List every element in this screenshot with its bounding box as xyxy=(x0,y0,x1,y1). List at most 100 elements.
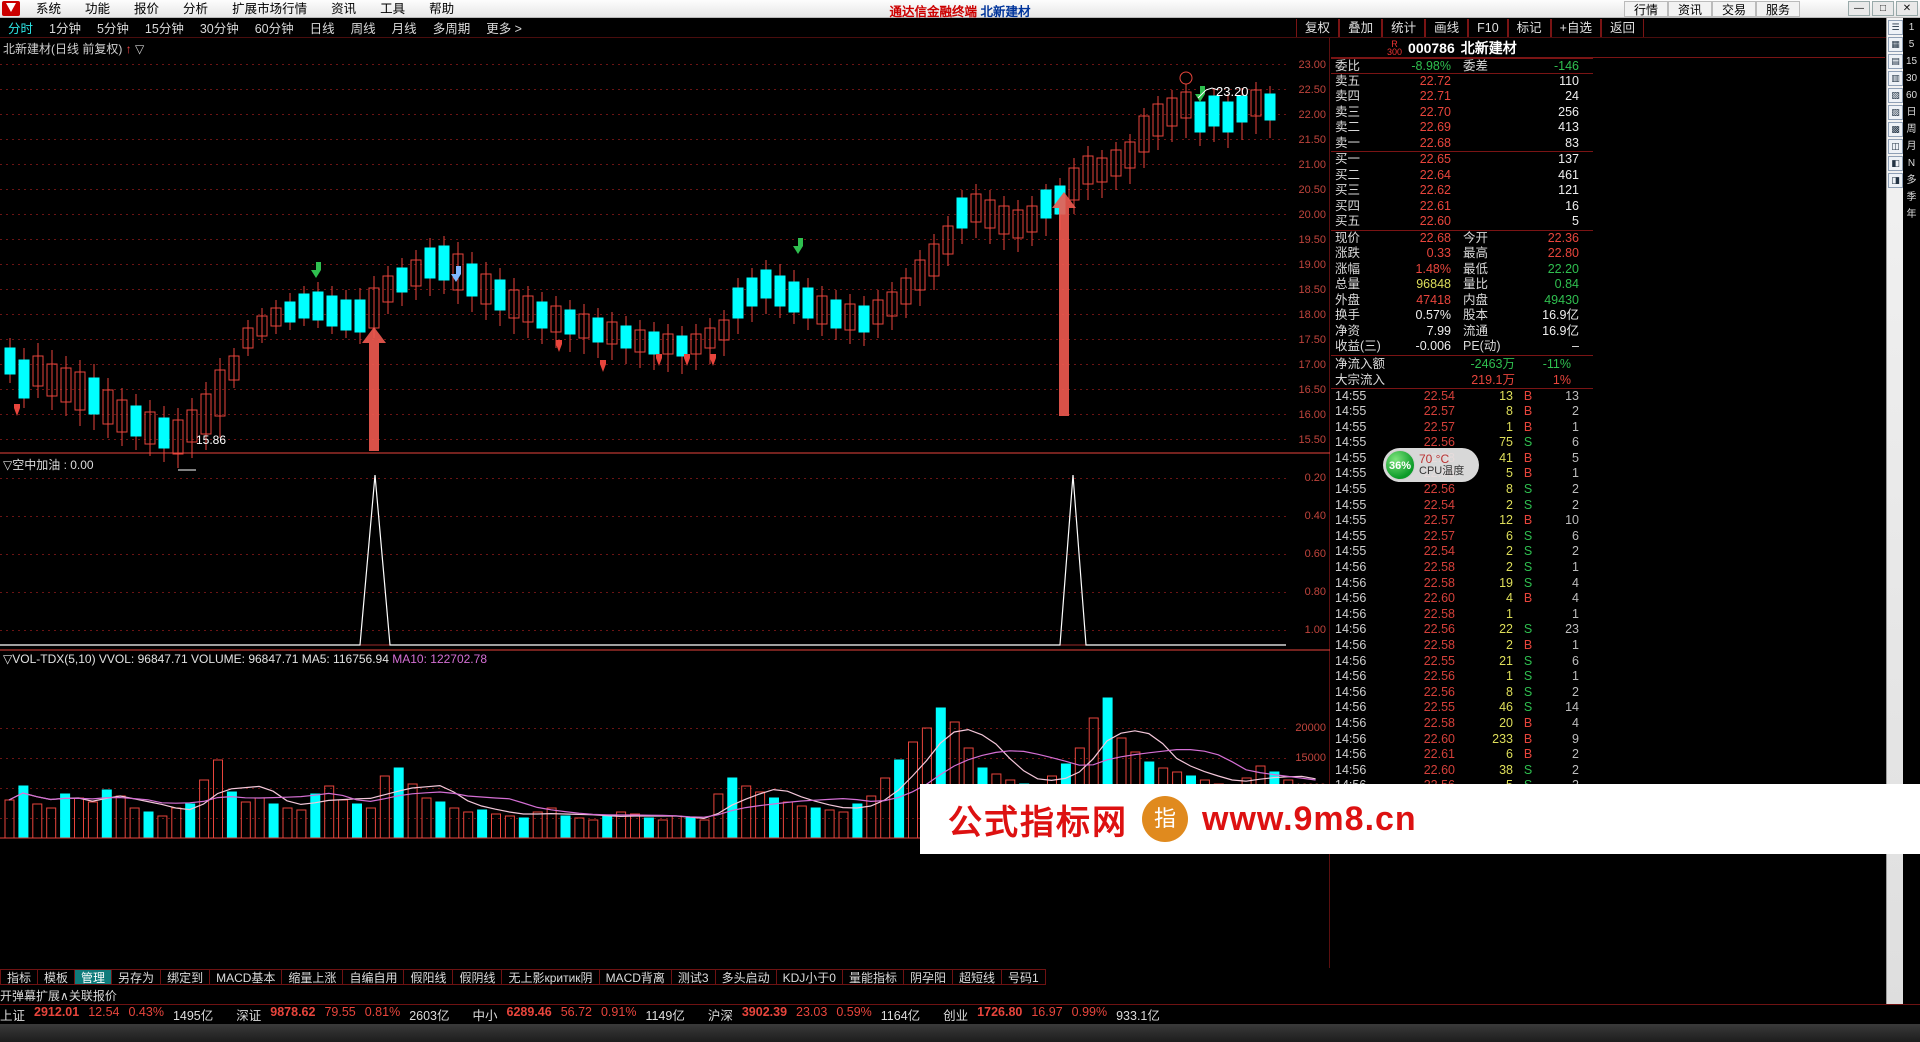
ask-level-row[interactable]: 卖二 22.69 413 xyxy=(1331,120,1593,136)
tick-row[interactable]: 14:55 22.54 13 B 13 xyxy=(1331,389,1593,405)
indicator-button[interactable]: KDJ小于0 xyxy=(775,969,843,985)
indicator-button[interactable]: MACD基本 xyxy=(209,969,283,985)
menu-item-system[interactable]: 系统 xyxy=(36,1,62,16)
indicator-button[interactable]: 假阴线 xyxy=(452,969,503,985)
tick-row[interactable]: 14:55 22.54 2 S 2 xyxy=(1331,498,1593,514)
tick-row[interactable]: 14:55 22.57 1 B 1 xyxy=(1331,420,1593,436)
rail-period-icon[interactable]: N xyxy=(1907,158,1916,169)
tab-trade[interactable]: 交易 xyxy=(1711,1,1756,17)
menu-item-news[interactable]: 资讯 xyxy=(331,1,357,16)
sub-indicator-title[interactable]: ▽空中加油 : 0.00 xyxy=(3,458,94,472)
rail-tool-icon[interactable]: ▧ xyxy=(1888,88,1903,103)
indicator-button[interactable]: 模板 xyxy=(37,969,76,985)
tick-row[interactable]: 14:56 22.56 8 S 2 xyxy=(1331,685,1593,701)
bid-level-row[interactable]: 买二 22.64 461 xyxy=(1331,168,1593,184)
toolbar-add-favorite[interactable]: +自选 xyxy=(1550,19,1601,37)
menu-item-extended-market[interactable]: 扩展市场行情 xyxy=(232,1,308,16)
indicator-button[interactable]: 管理 xyxy=(74,969,113,985)
period-15min[interactable]: 15分钟 xyxy=(144,22,184,36)
ask-level-row[interactable]: 卖一 22.68 83 xyxy=(1331,136,1593,152)
period-1min[interactable]: 1分钟 xyxy=(49,22,81,36)
rail-tool-icon[interactable]: ▦ xyxy=(1888,37,1903,52)
rail-tool-icon[interactable]: ◧ xyxy=(1888,156,1903,171)
toolbar-drawline[interactable]: 画线 xyxy=(1425,19,1469,37)
toolbar-adjust[interactable]: 复权 xyxy=(1296,19,1340,37)
indicator-button[interactable]: 阴孕阳 xyxy=(902,969,953,985)
rail-period-icon[interactable]: 年 xyxy=(1906,209,1917,220)
tick-row[interactable]: 14:55 22.57 6 S 6 xyxy=(1331,529,1593,545)
bid-level-row[interactable]: 买一 22.65 137 xyxy=(1331,152,1593,168)
rail-period-icon[interactable]: 30 xyxy=(1905,73,1918,84)
tick-row[interactable]: 14:56 22.55 46 S 14 xyxy=(1331,700,1593,716)
period-more[interactable]: 更多 > xyxy=(486,22,522,36)
tick-row[interactable]: 14:56 22.55 21 S 6 xyxy=(1331,654,1593,670)
rail-tool-icon[interactable]: ◫ xyxy=(1888,139,1903,154)
period-multi[interactable]: 多周期 xyxy=(432,22,471,36)
period-intraday[interactable]: 分时 xyxy=(8,22,34,36)
tick-row[interactable]: 14:55 22.57 12 B 10 xyxy=(1331,513,1593,529)
index-quote[interactable]: 中小 6289.46 56.72 0.91% 1149亿 xyxy=(473,1005,694,1024)
tick-row[interactable]: 14:55 22.57 8 B 2 xyxy=(1331,404,1593,420)
indicator-button[interactable]: 假阳线 xyxy=(403,969,454,985)
period-weekly[interactable]: 周线 xyxy=(350,22,376,36)
bid-level-row[interactable]: 买三 22.62 121 xyxy=(1331,183,1593,199)
indicator-button[interactable]: MACD背离 xyxy=(598,969,672,985)
menu-item-tools[interactable]: 工具 xyxy=(380,1,406,16)
maximize-button[interactable]: □ xyxy=(1872,1,1894,16)
tick-row[interactable]: 14:56 22.60 233 B 9 xyxy=(1331,732,1593,748)
minimize-button[interactable]: — xyxy=(1848,1,1870,16)
index-quote[interactable]: 沪深 3902.39 23.03 0.59% 1164亿 xyxy=(708,1005,929,1024)
tick-list[interactable]: 14:55 22.54 13 B 13 14:55 22.57 8 B 2 14:55 22.57 1 B… xyxy=(1331,389,1593,826)
toolbar-overlay[interactable]: 叠加 xyxy=(1339,19,1383,37)
secondary-button[interactable]: 关联报价 xyxy=(68,988,117,1003)
indicator-button[interactable]: 测试3 xyxy=(670,969,716,985)
ask-level-row[interactable]: 卖三 22.70 256 xyxy=(1331,105,1593,121)
index-quote[interactable]: 上证 2912.01 12.54 0.43% 1495亿 xyxy=(0,1005,222,1024)
rail-period-icon[interactable]: 5 xyxy=(1908,39,1915,50)
tick-row[interactable]: 14:56 22.60 38 S 2 xyxy=(1331,763,1593,779)
toolbar-mark[interactable]: 标记 xyxy=(1507,19,1551,37)
rail-period-icon[interactable]: 60 xyxy=(1905,90,1918,101)
rail-period-icon[interactable]: 周 xyxy=(1906,124,1917,135)
tick-row[interactable]: 14:56 22.58 20 B 4 xyxy=(1331,716,1593,732)
tick-row[interactable]: 14:56 22.56 1 S 1 xyxy=(1331,669,1593,685)
bid-level-row[interactable]: 买四 22.61 16 xyxy=(1331,199,1593,215)
indicator-button[interactable]: 指标 xyxy=(0,969,39,985)
ask-level-row[interactable]: 卖五 22.72 110 xyxy=(1331,74,1593,90)
secondary-button[interactable]: 开弹幕 xyxy=(0,988,37,1003)
secondary-button[interactable]: 扩展∧ xyxy=(36,988,69,1003)
tab-news[interactable]: 资讯 xyxy=(1667,1,1712,17)
tab-market[interactable]: 行情 xyxy=(1623,1,1668,17)
index-quote[interactable]: 创业 1726.80 16.97 0.99% 933.1亿 xyxy=(943,1005,1169,1024)
indicator-button[interactable]: 缩量上涨 xyxy=(281,969,344,985)
toolbar-f10[interactable]: F10 xyxy=(1468,19,1508,37)
tick-row[interactable]: 14:55 22.56 8 S 2 xyxy=(1331,482,1593,498)
indicator-button[interactable]: 量能指标 xyxy=(841,969,904,985)
tick-row[interactable]: 14:56 22.56 22 S 23 xyxy=(1331,622,1593,638)
tick-row[interactable]: 14:55 22.54 2 S 2 xyxy=(1331,544,1593,560)
ask-level-row[interactable]: 卖四 22.71 24 xyxy=(1331,89,1593,105)
cpu-temperature-widget[interactable]: 36% 70 °C CPU温度 xyxy=(1383,448,1479,482)
rail-period-icon[interactable]: 1 xyxy=(1908,22,1915,33)
tick-row[interactable]: 14:56 22.58 19 S 4 xyxy=(1331,576,1593,592)
period-60min[interactable]: 60分钟 xyxy=(254,22,294,36)
index-quote[interactable]: 深证 9878.62 79.55 0.81% 2603亿 xyxy=(236,1005,458,1024)
rail-tool-icon[interactable]: ☰ xyxy=(1888,20,1903,35)
toolbar-back[interactable]: 返回 xyxy=(1600,19,1644,37)
rail-period-icon[interactable]: 月 xyxy=(1906,141,1917,152)
menu-item-function[interactable]: 功能 xyxy=(85,1,111,16)
indicator-button[interactable]: 绑定到 xyxy=(160,969,211,985)
rail-tool-icon[interactable]: ▥ xyxy=(1888,71,1903,86)
close-button[interactable]: ✕ xyxy=(1896,1,1918,16)
indicator-button[interactable]: 另存为 xyxy=(111,969,162,985)
period-5min[interactable]: 5分钟 xyxy=(96,22,129,36)
rail-period-icon[interactable]: 日 xyxy=(1906,107,1917,118)
menu-item-analysis[interactable]: 分析 xyxy=(183,1,209,16)
rail-tool-icon[interactable]: ▨ xyxy=(1888,105,1903,120)
rail-period-icon[interactable]: 15 xyxy=(1905,56,1918,67)
volume-indicator-title[interactable]: ▽VOL-TDX(5,10) VVOL: 96847.71 VOLUME: 96… xyxy=(3,652,487,666)
stock-header[interactable]: R 300 000786 北新建材 xyxy=(1331,38,1885,58)
indicator-button[interactable]: 自编自用 xyxy=(342,969,405,985)
indicator-button[interactable]: 超短线 xyxy=(952,969,1003,985)
tick-row[interactable]: 14:56 22.58 1 1 xyxy=(1331,607,1593,623)
